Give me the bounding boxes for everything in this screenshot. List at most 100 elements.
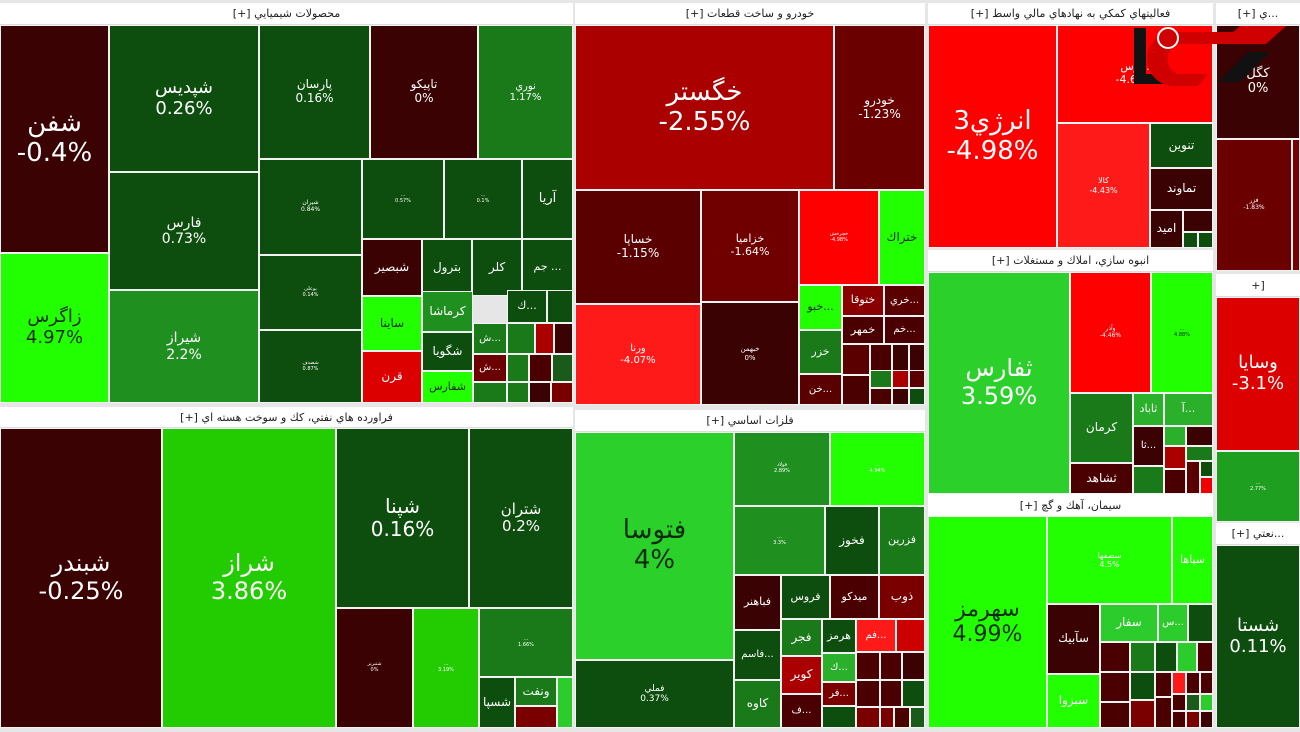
stock-tile-small[interactable] bbox=[1172, 711, 1186, 728]
stock-tile-small[interactable] bbox=[552, 354, 573, 382]
stock-tile-small[interactable] bbox=[1200, 477, 1213, 494]
stock-tile[interactable]: فزرين bbox=[879, 506, 925, 575]
stock-tile[interactable]: شستا 0.11% bbox=[1216, 545, 1300, 728]
stock-tile-small[interactable] bbox=[1186, 711, 1200, 728]
stock-tile[interactable]: ... 0.57% bbox=[362, 159, 444, 239]
stock-tile[interactable]: شفن -0.4% bbox=[0, 25, 109, 253]
stock-tile-small[interactable] bbox=[902, 652, 925, 680]
stock-tile-small[interactable] bbox=[1183, 232, 1198, 248]
stock-tile[interactable]: خچرخش -4.98% bbox=[799, 190, 879, 285]
stock-tile-small[interactable] bbox=[909, 388, 925, 405]
stock-tile[interactable]: ... 4.88% bbox=[1151, 272, 1213, 393]
stock-tile-small[interactable] bbox=[1133, 466, 1164, 494]
stock-tile-small[interactable] bbox=[1155, 642, 1177, 672]
stock-tile-small[interactable] bbox=[1164, 469, 1186, 494]
stock-tile[interactable]: شيران 0.84% bbox=[259, 159, 362, 255]
stock-tile-small[interactable] bbox=[507, 354, 529, 382]
stock-tile-small[interactable] bbox=[856, 707, 880, 728]
stock-tile-small[interactable] bbox=[1186, 461, 1200, 494]
stock-tile-small[interactable] bbox=[909, 370, 925, 388]
stock-tile-small[interactable] bbox=[473, 382, 507, 403]
stock-tile[interactable]: ثاباد bbox=[1133, 393, 1164, 426]
sector-header[interactable]: فراورده هاي نفتي، كك و سوخت هسته اي [+] bbox=[0, 407, 573, 428]
stock-tile-small[interactable] bbox=[896, 619, 925, 652]
stock-tile[interactable]: ...ك bbox=[822, 653, 856, 682]
stock-tile[interactable]: ثفارس 3.59% bbox=[928, 272, 1070, 494]
stock-tile-small[interactable] bbox=[870, 388, 892, 405]
stock-tile-small[interactable] bbox=[1188, 604, 1213, 642]
stock-tile[interactable]: ...خم bbox=[884, 316, 925, 344]
stock-tile[interactable]: ... 3.19% bbox=[413, 608, 479, 728]
stock-tile-small[interactable] bbox=[1100, 702, 1130, 728]
stock-tile[interactable]: ثشاهد bbox=[1070, 463, 1133, 494]
stock-tile-small[interactable] bbox=[1200, 672, 1213, 694]
sector-header[interactable]: ...نعتي [+] bbox=[1216, 523, 1300, 545]
stock-tile[interactable]: فارس 0.73% bbox=[109, 172, 259, 290]
stock-tile-small[interactable] bbox=[1172, 694, 1186, 711]
stock-tile-small[interactable] bbox=[856, 652, 880, 680]
stock-tile-small[interactable] bbox=[910, 707, 925, 728]
stock-tile[interactable]: تنوين bbox=[1150, 123, 1213, 168]
stock-tile-small[interactable] bbox=[1172, 672, 1186, 694]
stock-tile-small[interactable] bbox=[870, 370, 892, 388]
stock-tile[interactable]: كاوه bbox=[734, 680, 781, 728]
stock-tile[interactable]: شيراز 2.2% bbox=[109, 290, 259, 403]
stock-tile[interactable]: اميد bbox=[1150, 210, 1183, 248]
stock-tile-small[interactable] bbox=[1200, 711, 1213, 728]
stock-tile-small[interactable] bbox=[1183, 210, 1213, 232]
stock-tile[interactable]: پارسان 0.16% bbox=[259, 25, 370, 159]
stock-tile-small[interactable] bbox=[507, 382, 529, 403]
stock-tile-small[interactable] bbox=[892, 388, 909, 405]
stock-tile[interactable]: قرن bbox=[362, 351, 422, 403]
stock-tile-small[interactable] bbox=[551, 382, 573, 403]
stock-tile[interactable]: شفارس bbox=[422, 371, 473, 403]
stock-tile[interactable]: خمهر bbox=[842, 316, 884, 344]
stock-tile-small[interactable] bbox=[1130, 672, 1155, 700]
sector-header[interactable]: سيمان، آهك و گچ [+] bbox=[928, 494, 1213, 517]
stock-tile[interactable]: كوير bbox=[781, 656, 822, 694]
stock-tile-small[interactable] bbox=[547, 290, 573, 323]
stock-tile[interactable]: ميدكو bbox=[830, 575, 879, 619]
stock-tile-small[interactable] bbox=[535, 323, 554, 354]
stock-tile-small[interactable] bbox=[1186, 694, 1200, 711]
stock-tile-small[interactable] bbox=[880, 707, 894, 728]
stock-tile[interactable]: فزر -1.83% bbox=[1216, 139, 1292, 271]
stock-tile[interactable]: شتران 0.2% bbox=[469, 428, 573, 608]
stock-tile[interactable]: شپنا 0.16% bbox=[336, 428, 469, 608]
stock-tile[interactable]: خگستر -2.55% bbox=[575, 25, 834, 190]
stock-tile[interactable]: آريا bbox=[522, 159, 573, 239]
stock-tile[interactable]: كالا -4.43% bbox=[1057, 123, 1150, 248]
sector-header[interactable]: محصولات شيميايي [+] bbox=[0, 3, 573, 25]
stock-tile[interactable]: ...س bbox=[1158, 604, 1188, 642]
stock-tile[interactable]: ...ثا bbox=[1133, 426, 1164, 466]
stock-tile-small[interactable] bbox=[1186, 446, 1213, 461]
stock-tile[interactable]: خزاميا -1.64% bbox=[701, 190, 799, 302]
stock-tile[interactable]: كرمان bbox=[1070, 393, 1133, 463]
stock-tile-small[interactable] bbox=[1164, 446, 1186, 469]
stock-tile[interactable]: فملي 0.37% bbox=[575, 660, 734, 728]
stock-tile[interactable]: فجر bbox=[781, 619, 822, 656]
stock-tile[interactable]: شصدف 0.87% bbox=[259, 330, 362, 403]
stock-tile[interactable]: ...فاسم bbox=[734, 630, 781, 680]
stock-tile-small[interactable] bbox=[554, 323, 573, 354]
sector-header[interactable]: انبوه سازي، املاك و مستغلات [+] bbox=[928, 250, 1213, 272]
stock-tile[interactable]: خبهمن 0% bbox=[701, 302, 799, 405]
stock-tile[interactable]: ... 3.3% bbox=[734, 506, 825, 575]
stock-tile[interactable]: سپاها bbox=[1172, 516, 1213, 604]
stock-tile[interactable]: سبزوا bbox=[1047, 674, 1100, 728]
sector-header[interactable]: فلزات اساسي [+] bbox=[575, 410, 925, 432]
stock-tile[interactable]: ختوقا bbox=[842, 285, 884, 316]
stock-tile-small[interactable] bbox=[1200, 461, 1213, 477]
stock-tile-small[interactable] bbox=[507, 323, 535, 354]
stock-tile[interactable]: زاگرس 4.97% bbox=[0, 253, 109, 403]
stock-tile-small[interactable] bbox=[557, 677, 573, 728]
sector-header[interactable]: [+ bbox=[1216, 274, 1300, 297]
stock-tile[interactable]: هرمز bbox=[822, 619, 856, 653]
stock-tile-small[interactable] bbox=[1186, 426, 1213, 446]
stock-tile-small[interactable] bbox=[1130, 700, 1155, 728]
stock-tile[interactable]: كرماشا bbox=[422, 291, 473, 332]
stock-tile[interactable]: ...فم bbox=[856, 619, 896, 652]
stock-tile-small[interactable] bbox=[1164, 426, 1186, 446]
sector-header[interactable]: فعاليتهاي كمكي به نهادهاي مالي واسط [+] bbox=[928, 3, 1213, 25]
stock-tile-small[interactable] bbox=[822, 706, 856, 728]
